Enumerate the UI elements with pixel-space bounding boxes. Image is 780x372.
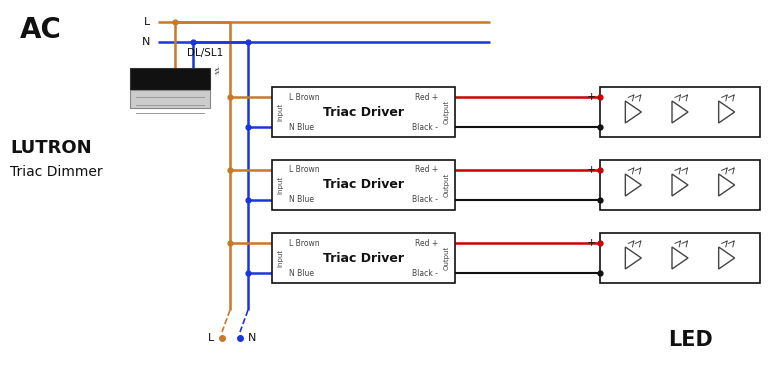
Bar — [272, 233, 455, 283]
Text: Output: Output — [444, 100, 450, 124]
Bar — [272, 160, 455, 210]
Text: AC: AC — [20, 16, 62, 44]
Text: L Brown: L Brown — [289, 166, 320, 174]
Text: −: − — [587, 268, 596, 278]
Text: Input: Input — [277, 176, 283, 194]
Text: Triac Driver: Triac Driver — [323, 179, 404, 192]
Bar — [130, 90, 210, 108]
Text: +: + — [587, 165, 596, 175]
Text: +: + — [587, 238, 596, 248]
Bar — [600, 87, 760, 137]
Text: Input: Input — [277, 249, 283, 267]
Text: LED: LED — [668, 330, 712, 350]
Text: −: − — [587, 122, 596, 132]
Text: Black -: Black - — [412, 269, 438, 278]
Text: Red +: Red + — [415, 238, 438, 247]
Text: Triac Dimmer: Triac Dimmer — [10, 165, 103, 179]
Text: L Brown: L Brown — [289, 93, 320, 102]
Text: +: + — [587, 92, 596, 102]
Text: Output: Output — [444, 246, 450, 270]
Text: DL/SL1: DL/SL1 — [187, 48, 223, 58]
Bar — [600, 160, 760, 210]
Text: Triac Driver: Triac Driver — [323, 106, 404, 119]
Text: LUTRON: LUTRON — [10, 139, 91, 157]
Text: Red +: Red + — [415, 166, 438, 174]
Text: ♯: ♯ — [214, 66, 220, 79]
Bar — [600, 233, 760, 283]
Bar — [130, 68, 210, 90]
Text: N: N — [142, 37, 150, 47]
Text: L: L — [144, 17, 150, 27]
Text: L: L — [207, 333, 214, 343]
Bar — [272, 87, 455, 137]
Text: Red +: Red + — [415, 93, 438, 102]
Text: Input: Input — [277, 103, 283, 121]
Text: N Blue: N Blue — [289, 122, 314, 131]
Text: N Blue: N Blue — [289, 196, 314, 205]
Text: −: − — [587, 195, 596, 205]
Text: L Brown: L Brown — [289, 238, 320, 247]
Text: N Blue: N Blue — [289, 269, 314, 278]
Text: Black -: Black - — [412, 122, 438, 131]
Text: Output: Output — [444, 173, 450, 197]
Text: Black -: Black - — [412, 196, 438, 205]
Text: Triac Driver: Triac Driver — [323, 251, 404, 264]
Text: N: N — [248, 333, 257, 343]
